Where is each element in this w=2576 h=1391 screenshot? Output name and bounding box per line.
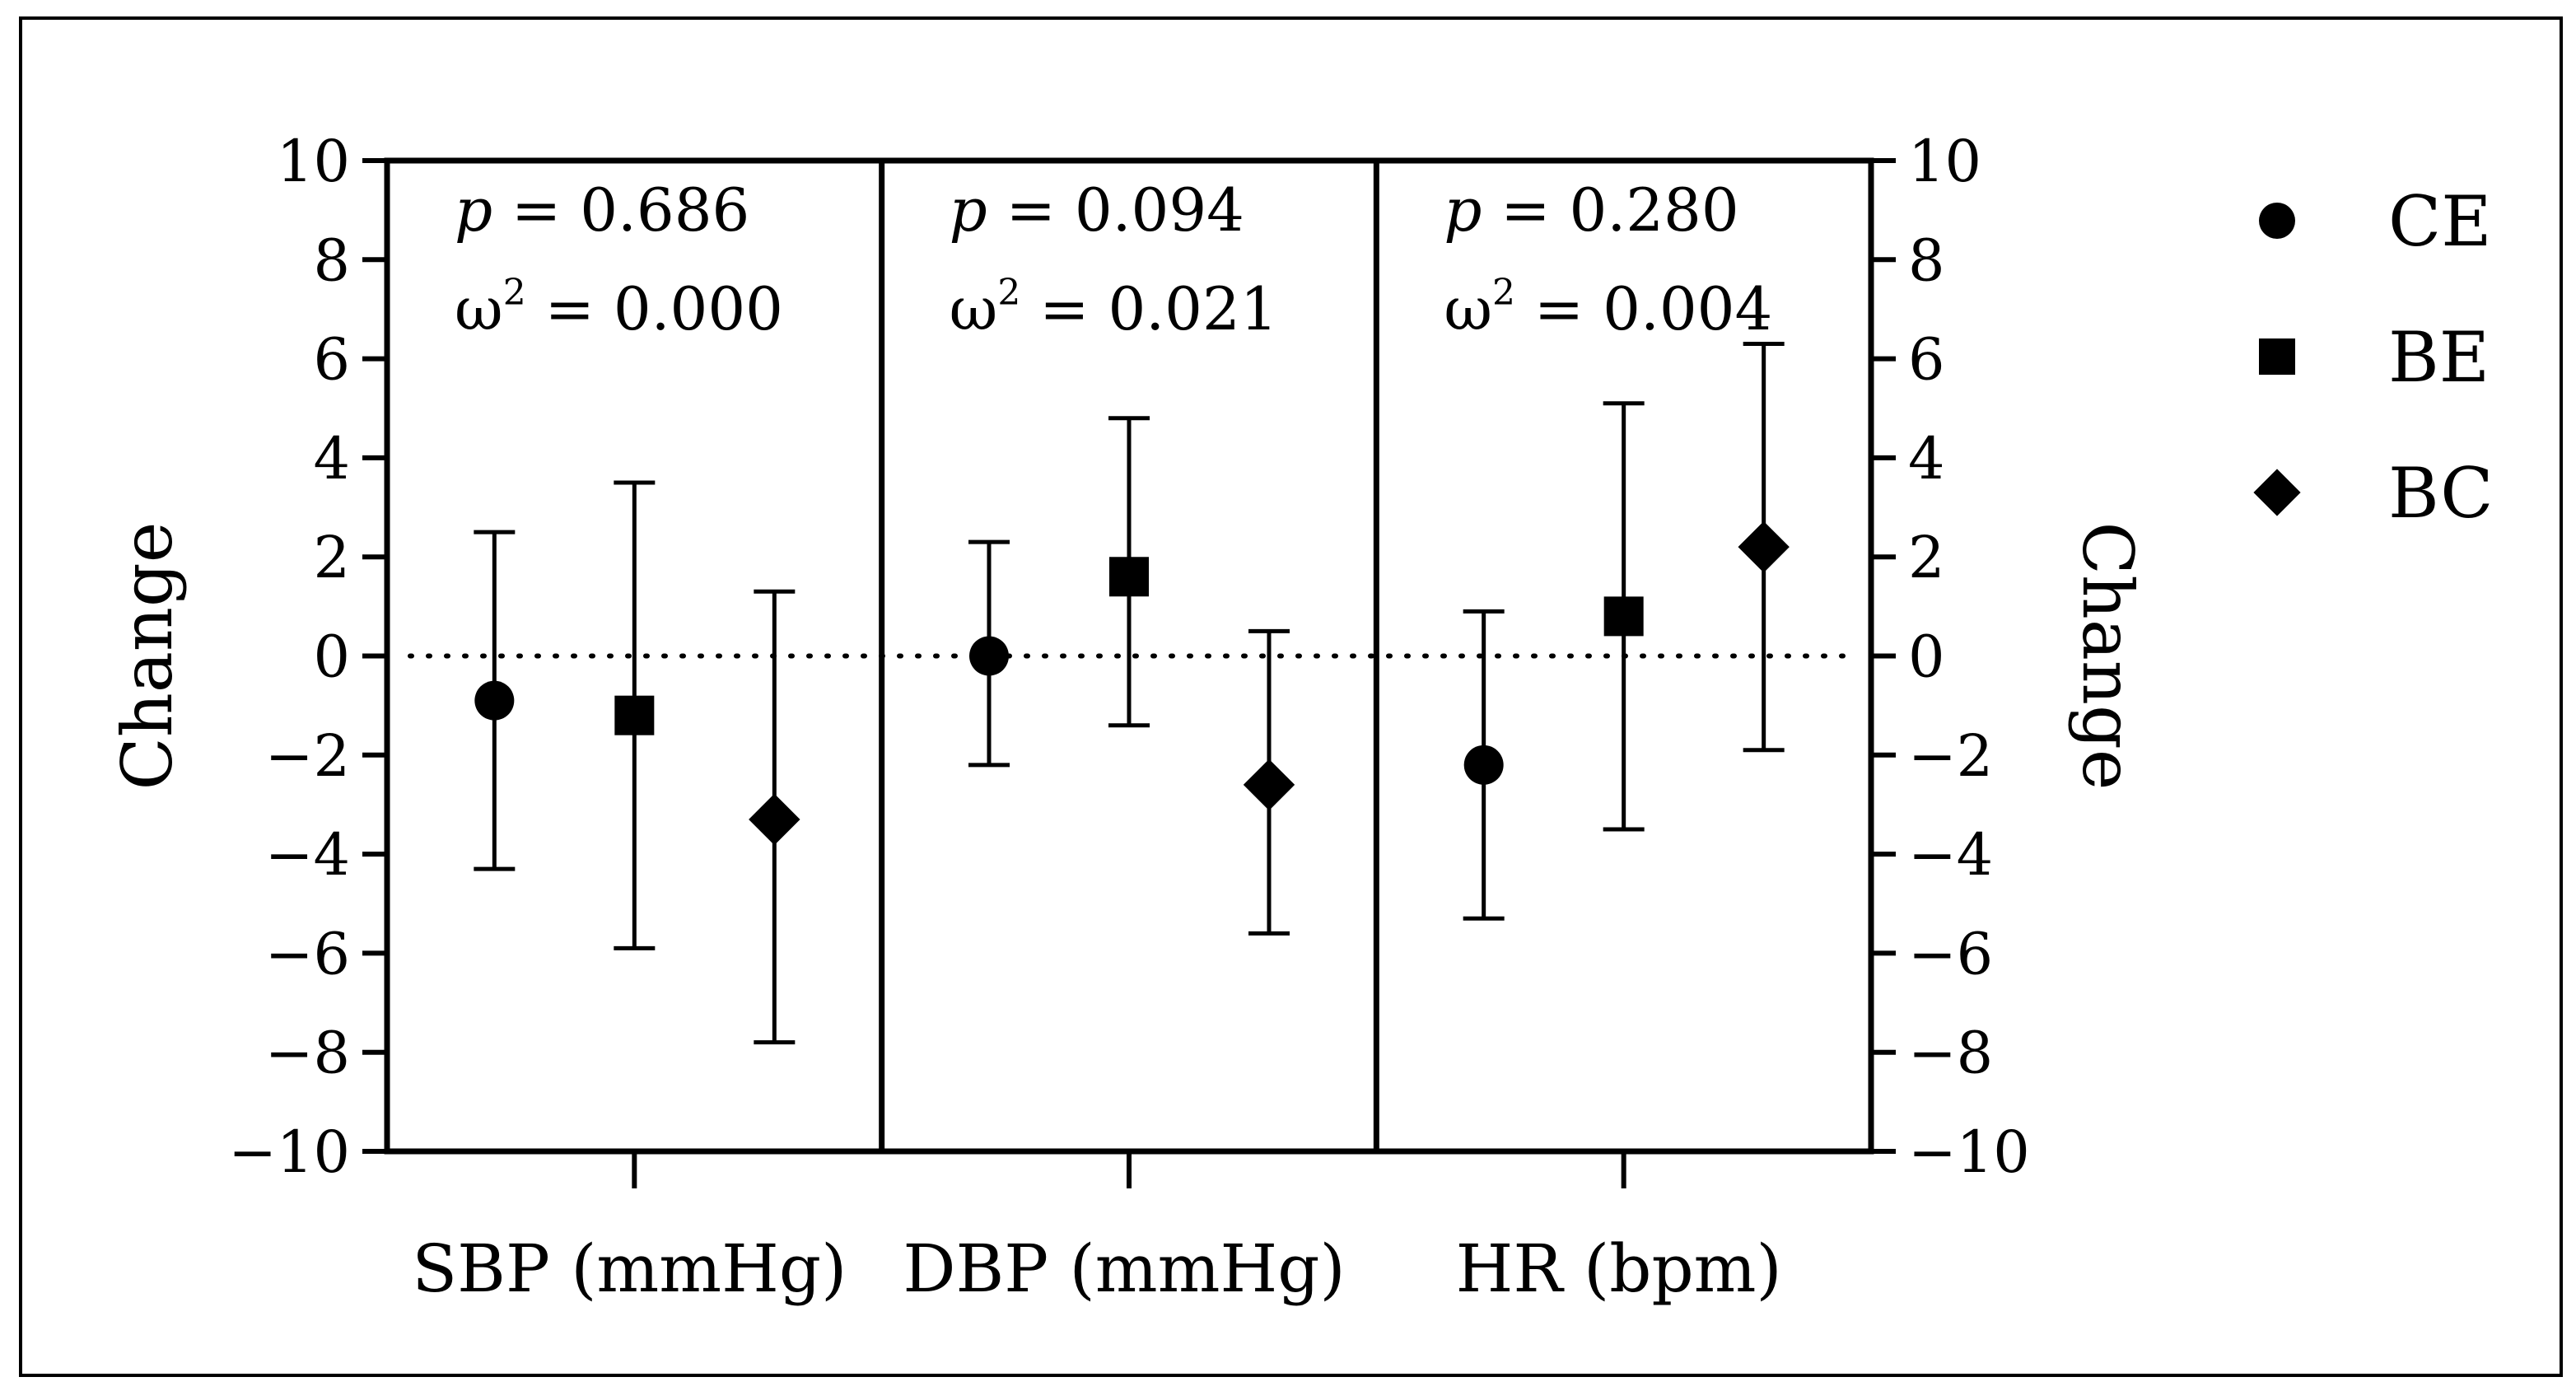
omega-exponent: 2: [503, 272, 526, 314]
y-tick-label-right: 2: [1908, 524, 1945, 591]
data-point-be: [1109, 557, 1149, 597]
omega-annotation: ω2 = 0.004: [1444, 272, 1772, 343]
legend-label: BE: [2388, 317, 2490, 398]
legend-marker-be: [2259, 338, 2295, 375]
x-tick-label: HR (bpm): [1456, 1230, 1782, 1307]
p-value: = 0.280: [1482, 175, 1738, 245]
y-tick-label-right: 10: [1908, 128, 1981, 195]
data-point-ce: [474, 680, 515, 721]
y-tick-label-left: 10: [277, 128, 350, 195]
p-symbol: p: [455, 175, 492, 245]
y-tick-label-right: 4: [1908, 425, 1945, 492]
p-value-annotation: p = 0.280: [1444, 175, 1738, 245]
y-tick-label-left: 4: [313, 425, 350, 492]
y-tick-label-left: −4: [265, 821, 350, 889]
data-point-bc: [749, 793, 800, 846]
x-tick-label: DBP (mmHg): [903, 1230, 1345, 1307]
omega-symbol: ω: [950, 274, 998, 343]
data-point-ce: [969, 636, 1009, 676]
omega-symbol: ω: [455, 274, 503, 343]
omega-exponent: 2: [1492, 272, 1515, 314]
y-tick-label-right: 0: [1908, 623, 1945, 691]
y-axis-title-left: Change: [107, 521, 188, 790]
legend-label: CE: [2388, 181, 2492, 262]
omega-value: = 0.021: [1020, 274, 1277, 343]
y-tick-label-right: 8: [1908, 226, 1945, 294]
y-tick-label-left: 2: [313, 524, 350, 591]
legend-marker-ce: [2259, 203, 2295, 239]
omega-annotation: ω2 = 0.000: [455, 272, 783, 343]
figure-border: [19, 16, 2563, 1377]
y-tick-label-right: −4: [1908, 821, 1993, 889]
omega-symbol: ω: [1444, 274, 1492, 343]
y-tick-label-right: −6: [1908, 920, 1993, 987]
p-value: = 0.094: [987, 175, 1244, 245]
omega-annotation: ω2 = 0.021: [950, 272, 1278, 343]
data-point-bc: [1243, 759, 1295, 811]
omega-value: = 0.004: [1515, 274, 1772, 343]
y-tick-label-left: −2: [265, 722, 350, 790]
legend-marker-bc: [2253, 469, 2301, 516]
y-tick-label-right: −10: [1908, 1118, 2030, 1186]
p-value-annotation: p = 0.094: [950, 175, 1244, 245]
y-tick-label-left: −10: [228, 1118, 350, 1186]
p-value-annotation: p = 0.686: [455, 175, 749, 245]
y-tick-label-left: 8: [313, 226, 350, 294]
p-symbol: p: [950, 175, 987, 245]
y-tick-label-left: −6: [265, 920, 350, 987]
y-tick-label-right: −2: [1908, 722, 1993, 790]
y-tick-label-right: −8: [1908, 1020, 1993, 1087]
p-value: = 0.686: [492, 175, 749, 245]
omega-exponent: 2: [997, 272, 1020, 314]
x-tick-label: SBP (mmHg): [412, 1230, 847, 1307]
p-symbol: p: [1444, 175, 1482, 245]
y-tick-label-left: 6: [313, 326, 350, 394]
y-tick-label-right: 6: [1908, 326, 1945, 394]
y-tick-label-left: −8: [265, 1020, 350, 1087]
legend-label: BC: [2388, 453, 2494, 534]
data-point-bc: [1738, 520, 1790, 573]
data-point-be: [1603, 596, 1644, 637]
omega-value: = 0.000: [526, 274, 783, 343]
y-axis-title-right: Change: [2067, 521, 2148, 790]
y-tick-label-left: 0: [313, 623, 350, 691]
data-point-ce: [1463, 745, 1504, 785]
data-point-be: [614, 695, 655, 735]
